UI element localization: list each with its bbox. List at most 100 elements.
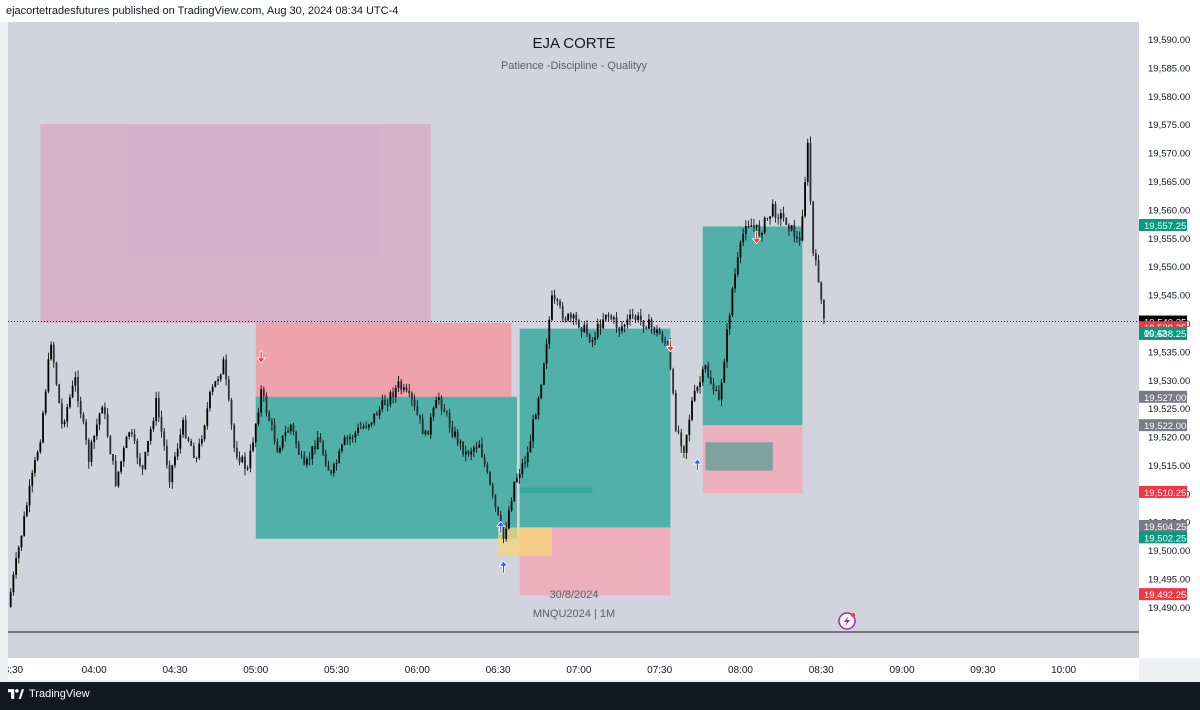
candle-body: [771, 203, 774, 217]
price-labels: 19,557.2519,540.2519,539.2519,538.2519,5…: [1139, 219, 1187, 601]
candle-body: [413, 399, 416, 407]
price-tick-label: 19,555.00: [1148, 234, 1190, 245]
price-tick-label: 19,585.00: [1148, 63, 1190, 74]
candle-body: [367, 424, 370, 428]
price-tick-label: 19,565.00: [1148, 177, 1190, 188]
candle-body: [540, 384, 543, 398]
candle-body: [311, 446, 314, 460]
price-axis[interactable]: 19,490.0019,495.0019,500.0019,505.0019,5…: [1139, 22, 1200, 658]
price-tick-label: 19,530.00: [1148, 376, 1190, 387]
price-tick-label: 19,495.00: [1148, 575, 1190, 586]
lightning-icon[interactable]: [838, 612, 856, 630]
time-tick-label: 3:30: [8, 665, 24, 676]
chart-area[interactable]: EJA CORTE Patience -Discipline - Quality…: [8, 22, 1139, 658]
candle-body: [683, 446, 685, 453]
candle-body: [782, 213, 785, 218]
time-axis[interactable]: 3:30 04:00 04:30 05:00 05:30 06:00 06:30 07:00 0…: [4, 658, 1139, 680]
candle-body: [109, 436, 112, 455]
candle-body: [804, 182, 806, 217]
candle-body: [736, 257, 739, 275]
candle-body: [252, 442, 254, 451]
candle-body: [424, 430, 427, 435]
candle-body: [79, 401, 82, 415]
candle-body: [370, 422, 373, 425]
candle-body: [723, 361, 726, 383]
candle-body: [160, 417, 163, 432]
candle-body: [470, 451, 473, 455]
price-tick-label: 19,575.00: [1148, 120, 1190, 131]
candle-body: [661, 334, 664, 342]
chart-plot[interactable]: EJA CORTE Patience -Discipline - Quality…: [8, 22, 1139, 658]
candle-body: [637, 315, 640, 320]
candle-body: [112, 454, 114, 462]
signal-arrow-down: [751, 231, 762, 245]
candle-body: [464, 451, 467, 455]
candle-body: [785, 217, 788, 225]
candle-body: [314, 446, 316, 450]
candle-body: [203, 425, 206, 440]
signal-arrow-up: [495, 520, 506, 534]
candle-body: [812, 201, 815, 254]
candle-body: [87, 439, 90, 463]
candle-body: [176, 448, 179, 457]
candle-body: [319, 437, 322, 443]
candle-body: [343, 437, 346, 445]
candle-body: [101, 407, 104, 414]
candle-body: [489, 472, 491, 485]
candle-body: [551, 295, 553, 320]
price-label-badge: [1139, 531, 1187, 544]
candle-body: [545, 344, 548, 364]
price-tick-label: 19,500.00: [1148, 546, 1190, 557]
candle-body: [354, 432, 357, 438]
candle-body: [677, 430, 680, 433]
zone-1: [255, 322, 512, 397]
candle-body: [529, 441, 532, 453]
candle-body: [36, 452, 39, 461]
candle-body: [575, 314, 578, 321]
price-label-text: 19,502.25: [1144, 533, 1186, 544]
candle-body: [376, 413, 378, 416]
candle-body: [262, 389, 265, 397]
candle-body: [494, 495, 497, 508]
candle-body: [322, 442, 324, 455]
candle-body: [31, 472, 34, 486]
candle-body: [394, 387, 397, 398]
tradingview-brand[interactable]: TradingView: [8, 688, 90, 700]
candle-body: [734, 274, 736, 289]
candle-body: [680, 432, 683, 447]
candle-body: [505, 528, 508, 539]
candle-body: [537, 397, 540, 416]
candle-body: [478, 444, 481, 448]
publisher-line: ejacortetradesfutures published on Tradi…: [6, 5, 399, 17]
candle-body: [777, 217, 780, 219]
publisher-bar: ejacortetradesfutures published on Tradi…: [0, 0, 1200, 22]
candle-body: [739, 242, 742, 258]
candle-body: [200, 439, 203, 444]
candle-body: [273, 424, 276, 442]
candle-body: [211, 386, 214, 392]
chart-date: 30/8/2024: [550, 589, 599, 601]
candle-body: [607, 314, 610, 316]
candle-body: [696, 387, 699, 391]
price-tick-label: 19,550.00: [1148, 262, 1190, 273]
candle-body: [373, 413, 376, 423]
candle-body: [349, 437, 351, 439]
price-label-badge: [1139, 588, 1187, 601]
candle-body: [149, 428, 152, 441]
candle-body: [553, 295, 556, 300]
candle-body: [693, 390, 696, 401]
candle-body: [60, 403, 63, 425]
candle-body: [155, 397, 158, 421]
candle-body: [397, 381, 400, 388]
candle-body: [144, 451, 147, 469]
candle-body: [168, 464, 171, 483]
time-tick-label: 08:00: [728, 665, 753, 676]
candle-body: [139, 457, 141, 466]
price-label-text: 19,522.00: [1144, 421, 1186, 432]
price-tick-label: 19,490.00: [1148, 603, 1190, 614]
signal-arrow-up: [498, 560, 509, 574]
candle-body: [790, 225, 793, 231]
candle-body: [133, 434, 136, 441]
candle-body: [796, 237, 798, 239]
candle-body: [586, 324, 588, 335]
